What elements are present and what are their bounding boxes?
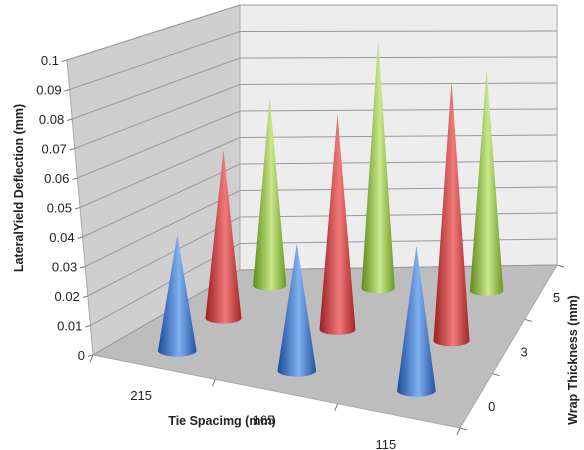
x-tick-label: 165	[253, 413, 275, 428]
x-axis-ticks: 215 165 115	[89, 354, 461, 450]
gridline	[82, 163, 241, 238]
z-axis-title: LateralYield Deflection (mm)	[12, 104, 26, 272]
x-tick-mark	[89, 354, 94, 363]
gridline	[239, 238, 558, 244]
depth-axis-ticks: 0 3 5	[459, 264, 565, 431]
cone-body	[361, 39, 395, 294]
z-tick-mark	[61, 59, 68, 62]
z-tick-label: 0.1	[41, 53, 59, 68]
depth-axis-title: Wrap Thickness (mm)	[566, 295, 580, 425]
depth-tick-label: 5	[553, 290, 560, 305]
gridline	[84, 190, 241, 267]
gridline	[77, 110, 241, 179]
z-tick-label: 0.05	[47, 201, 72, 216]
z-tick-mark	[77, 236, 83, 239]
depth-tick-mark	[556, 264, 565, 268]
z-tick-mark	[67, 118, 73, 121]
x-axis-title: Tie Spacimg (mm)	[168, 414, 275, 428]
cones	[157, 39, 504, 397]
z-tick-mark	[69, 148, 75, 151]
cone	[253, 96, 287, 291]
cone	[397, 245, 436, 397]
cone	[319, 113, 356, 335]
cone-body	[319, 113, 356, 335]
x-tick-mark	[334, 403, 339, 411]
gridline	[69, 31, 241, 90]
z-tick-label: 0.02	[54, 289, 79, 304]
cone-body	[253, 96, 287, 291]
gridline	[239, 186, 558, 191]
gridline	[239, 56, 558, 59]
gridline	[239, 30, 558, 32]
cone	[157, 234, 197, 357]
cone	[361, 39, 395, 294]
gridline	[239, 264, 558, 271]
z-tick-mark	[64, 89, 70, 92]
cone-body	[433, 80, 470, 347]
cone	[205, 150, 242, 324]
gridline	[239, 134, 558, 138]
cone-body	[277, 243, 317, 377]
cone-body	[469, 69, 504, 296]
depth-tick-mark	[492, 373, 500, 377]
z-tick-label: 0.03	[52, 260, 77, 275]
z-tick-mark	[85, 325, 91, 328]
z-tick-label: 0.09	[36, 83, 61, 98]
gridline	[72, 57, 241, 120]
gridline	[239, 108, 558, 112]
gridline	[87, 216, 241, 297]
cone	[433, 80, 470, 347]
gridline	[239, 212, 558, 218]
z-tick-label: 0.07	[41, 142, 66, 157]
z-tick-mark	[87, 354, 94, 357]
gridline	[79, 137, 241, 208]
z-tick-mark	[72, 177, 78, 180]
cone	[469, 69, 504, 296]
cone-body	[157, 234, 197, 357]
x-tick-label: 215	[130, 388, 152, 403]
x-tick-label: 115	[375, 437, 396, 450]
z-tick-mark	[82, 295, 88, 298]
cone-body	[205, 150, 242, 324]
z-tick-label: 0	[78, 348, 85, 363]
z-tick-label: 0.01	[57, 319, 82, 334]
z-tick-mark	[74, 207, 81, 210]
gridline	[74, 84, 241, 149]
x-tick-mark	[456, 427, 461, 436]
gridline	[66, 4, 241, 61]
x-tick-mark	[211, 379, 216, 387]
depth-tick-label: 0	[488, 399, 495, 414]
depth-tick-label: 3	[521, 345, 528, 360]
z-tick-mark	[80, 266, 86, 269]
z-tick-label: 0.04	[49, 230, 74, 245]
z-tick-label: 0.08	[39, 112, 64, 127]
gridlines	[66, 4, 558, 356]
depth-tick-mark	[459, 427, 468, 431]
gridline	[239, 160, 558, 165]
cone-body	[397, 245, 436, 397]
z-axis-ticks: 0 0.01 0.02 0.03 0.04 0.05 0.06 0.07 0.08 0.09 0.1	[36, 53, 94, 363]
z-tick-label: 0.06	[44, 171, 69, 186]
cone	[277, 243, 317, 377]
depth-tick-mark	[524, 318, 532, 322]
gridline	[239, 82, 558, 85]
